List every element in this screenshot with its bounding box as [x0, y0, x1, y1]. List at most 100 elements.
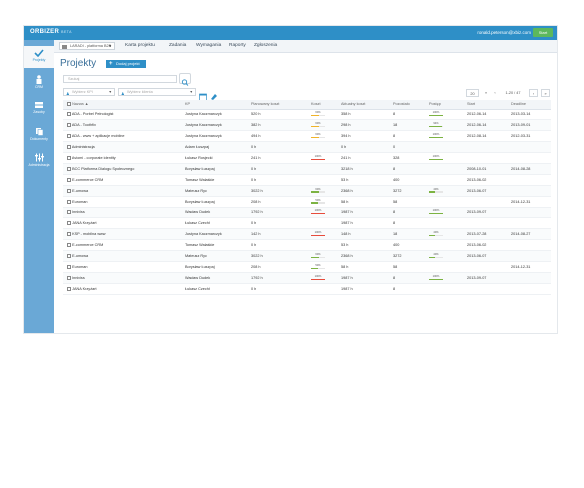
table-row[interactable]: BCC Platforma Dialogu Społecznego Borysła… — [63, 163, 551, 175]
search-input[interactable]: Szukaj — [63, 75, 177, 83]
project-name[interactable]: JANA Krzyżart — [72, 286, 97, 291]
table-row[interactable]: E-commerce CRM Tomasz Walaśkie 0 h 53 h 400 2… — [63, 174, 551, 186]
column-header-deadline[interactable]: Deadline — [507, 100, 551, 110]
project-name[interactable]: Euroman — [72, 264, 88, 269]
table-row[interactable]: Inniviss Wacław Dudek 1792 h 100% 1987 h 8 100… — [63, 272, 551, 284]
cell-name[interactable]: JANA Krzyżart — [63, 217, 181, 230]
select-all-checkbox[interactable] — [67, 102, 71, 107]
table-row[interactable]: ADA - Toothfix Justyna Kaczmarczyk 382 h 60… — [63, 119, 551, 132]
row-checkbox[interactable] — [67, 254, 71, 259]
table-row[interactable]: KSP - mobilna www Justyna Kaczmarczyk 142 … — [63, 228, 551, 241]
project-name[interactable]: Aviomi - corporate identity — [71, 156, 116, 160]
table-row[interactable]: Inniviss Wacław Dudek 1792 h 100% 1987 h 8 100… — [63, 207, 551, 219]
prev-page-button[interactable]: ‹ — [491, 89, 499, 97]
add-project-button[interactable]: + Dodaj projekt — [106, 60, 146, 68]
cell-name[interactable]: ADA - Porbel Pełnologist — [63, 109, 181, 121]
cell-name[interactable]: ADA - Toothfix — [63, 119, 181, 132]
last-page-button[interactable]: » — [541, 89, 550, 97]
user-email[interactable]: ronald.peterson@xbiz.com — [477, 30, 531, 35]
row-checkbox[interactable] — [67, 145, 71, 150]
row-checkbox[interactable] — [67, 177, 71, 182]
row-checkbox[interactable] — [67, 156, 71, 160]
project-name[interactable]: E-umowa — [72, 254, 89, 259]
project-name[interactable]: BCC Platforma Dialogu Społecznego — [72, 166, 135, 171]
page-size-select[interactable]: 20 — [466, 89, 479, 97]
client-filter-select[interactable]: ♟ Wybierz klienta ▼ — [118, 88, 196, 96]
cell-name[interactable]: E-commerce CRM — [63, 239, 181, 252]
column-header-planned-cost[interactable]: Planowany koszt — [247, 100, 307, 110]
project-name[interactable]: E-commerce CRM — [72, 243, 104, 248]
calendar-button[interactable] — [199, 88, 208, 101]
table-row[interactable]: ADA - www + aplikacje mobilne Justyna Kac… — [63, 130, 551, 143]
project-name[interactable]: ADA - Toothfix — [71, 123, 96, 128]
nav-wymagania[interactable]: Wymagania — [196, 43, 222, 48]
cell-name[interactable]: KSP - mobilna www — [63, 228, 181, 241]
cell-name[interactable]: BCC Platforma Dialogu Społecznego — [63, 163, 181, 175]
project-name[interactable]: Euroman — [72, 199, 88, 204]
row-checkbox[interactable] — [67, 188, 71, 193]
cell-name[interactable]: Inniviss — [63, 272, 181, 284]
row-checkbox[interactable] — [67, 264, 71, 269]
cell-name[interactable]: E-commerce CRM — [63, 174, 181, 186]
project-name[interactable]: KSP - mobilna www — [72, 232, 106, 237]
row-checkbox[interactable] — [67, 243, 71, 248]
cell-name[interactable]: Euroman — [63, 196, 181, 208]
row-checkbox[interactable] — [67, 134, 71, 139]
cell-name[interactable]: JANA Krzyżart — [63, 283, 181, 295]
kpi-filter-select[interactable]: ♟ Wybierz KPI ▼ — [63, 88, 115, 96]
row-checkbox[interactable] — [67, 123, 71, 128]
project-name[interactable]: JANA Krzyżart — [72, 221, 97, 226]
table-row[interactable]: Euroman Borysław Łuszpaj 208 h 50% 58 h 58 201… — [63, 261, 551, 273]
project-name[interactable]: Administracja — [71, 145, 95, 150]
sidebar-item-zasoby[interactable]: Zasoby — [24, 98, 54, 120]
table-row[interactable]: E-commerce CRM Tomasz Walaśkie 0 h 53 h 400 2… — [63, 239, 551, 252]
row-checkbox[interactable] — [67, 232, 71, 237]
sidebar-item-dokumenty[interactable]: Dokumenty — [24, 124, 54, 146]
row-checkbox[interactable] — [67, 286, 71, 291]
sidebar-item-projekty[interactable]: Projekty — [24, 46, 54, 68]
project-name[interactable]: E-commerce CRM — [72, 177, 104, 182]
nav-zadania[interactable]: Zadania — [169, 43, 187, 48]
cell-name[interactable]: E-umowa — [63, 250, 181, 262]
column-header-cost[interactable]: Koszt — [307, 100, 337, 110]
logo[interactable]: ORBIZER BETA — [30, 29, 72, 35]
cell-name[interactable]: Euroman — [63, 261, 181, 273]
row-checkbox[interactable] — [67, 199, 71, 204]
project-name[interactable]: ADA - Porbel Pełnologist — [71, 112, 114, 117]
table-row[interactable]: Euroman Borysław Łuszpaj 208 h 50% 58 h 58 201… — [63, 196, 551, 208]
table-row[interactable]: E-umowa Mateusz Ryc 3022 h 60% 2368 h 3272 40%… — [63, 250, 551, 262]
table-row[interactable]: ADA - Porbel Pełnologist Justyna Kaczmarc… — [63, 109, 551, 121]
column-header-start[interactable]: Start — [463, 100, 507, 110]
row-checkbox[interactable] — [67, 275, 71, 280]
next-page-button[interactable]: › — [529, 89, 538, 97]
cell-name[interactable]: Aviomi - corporate identity — [63, 152, 181, 164]
nav-zgloszenia[interactable]: Zgłoszenia — [254, 43, 278, 48]
first-page-button[interactable]: « — [482, 89, 490, 97]
column-header-remaining[interactable]: Pozostało — [389, 100, 425, 110]
row-checkbox[interactable] — [67, 166, 71, 171]
clear-filter-button[interactable] — [210, 88, 219, 100]
search-button[interactable] — [179, 73, 191, 86]
row-checkbox[interactable] — [67, 221, 71, 226]
cell-name[interactable]: Inniviss — [63, 207, 181, 219]
column-header-kp[interactable]: KP — [181, 100, 247, 110]
project-name[interactable]: Inniviss — [72, 275, 85, 280]
row-checkbox[interactable] — [67, 210, 71, 215]
sidebar-item-crm[interactable]: CRM — [24, 72, 54, 94]
table-row[interactable]: Aviomi - corporate identity Łukasz Rosjec… — [63, 152, 551, 164]
nav-raporty[interactable]: Raporty — [229, 43, 246, 48]
row-checkbox[interactable] — [67, 112, 71, 117]
cell-name[interactable]: E-umowa — [63, 185, 181, 197]
column-header-progress[interactable]: Postęp — [425, 100, 463, 110]
column-header-name[interactable]: Nazwa ▲ — [63, 100, 181, 110]
project-name[interactable]: Inniviss — [72, 210, 85, 215]
project-name[interactable]: ADA - www + aplikacje mobilne — [71, 134, 125, 139]
sidebar-item-administracja[interactable]: Administracja — [24, 150, 54, 172]
cell-name[interactable]: ADA - www + aplikacje mobilne — [63, 130, 181, 143]
project-name[interactable]: E-umowa — [72, 188, 89, 193]
start-button[interactable]: Start — [533, 28, 553, 37]
project-select[interactable]: LARADI - platforma B2B ▼ — [59, 42, 115, 50]
